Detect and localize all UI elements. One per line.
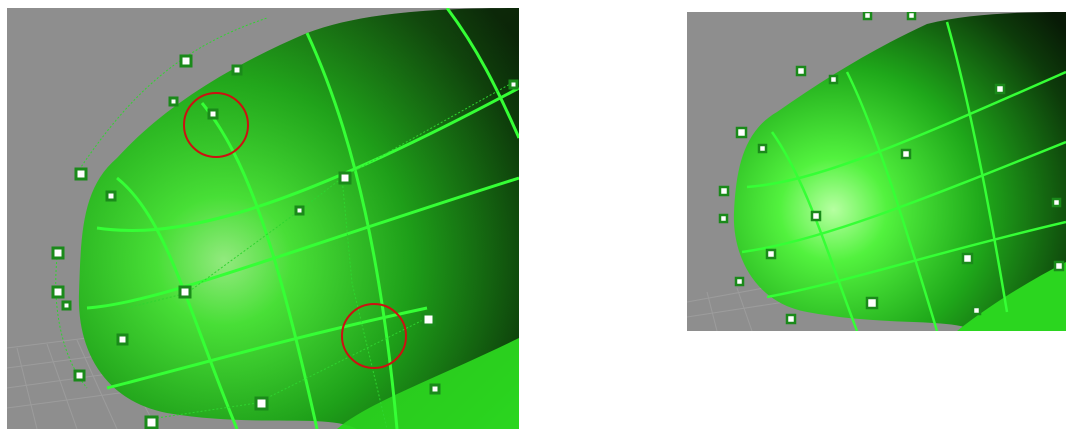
isocurves (86, 8, 519, 429)
shade-overlay (78, 8, 519, 429)
highlight-circle-bottom (341, 303, 407, 369)
left-viewport[interactable] (7, 8, 519, 429)
lower-bulge (957, 262, 1066, 331)
right-viewport-canvas (687, 12, 1066, 331)
control-points[interactable] (51, 54, 519, 429)
highlight-markers (183, 92, 407, 369)
isocurves (741, 21, 1066, 331)
nurbs-surface[interactable] (733, 12, 1066, 331)
right-viewport[interactable] (687, 12, 1066, 331)
highlight-circle-top (183, 92, 249, 158)
left-viewport-canvas (7, 8, 519, 429)
control-points[interactable] (718, 12, 1065, 325)
